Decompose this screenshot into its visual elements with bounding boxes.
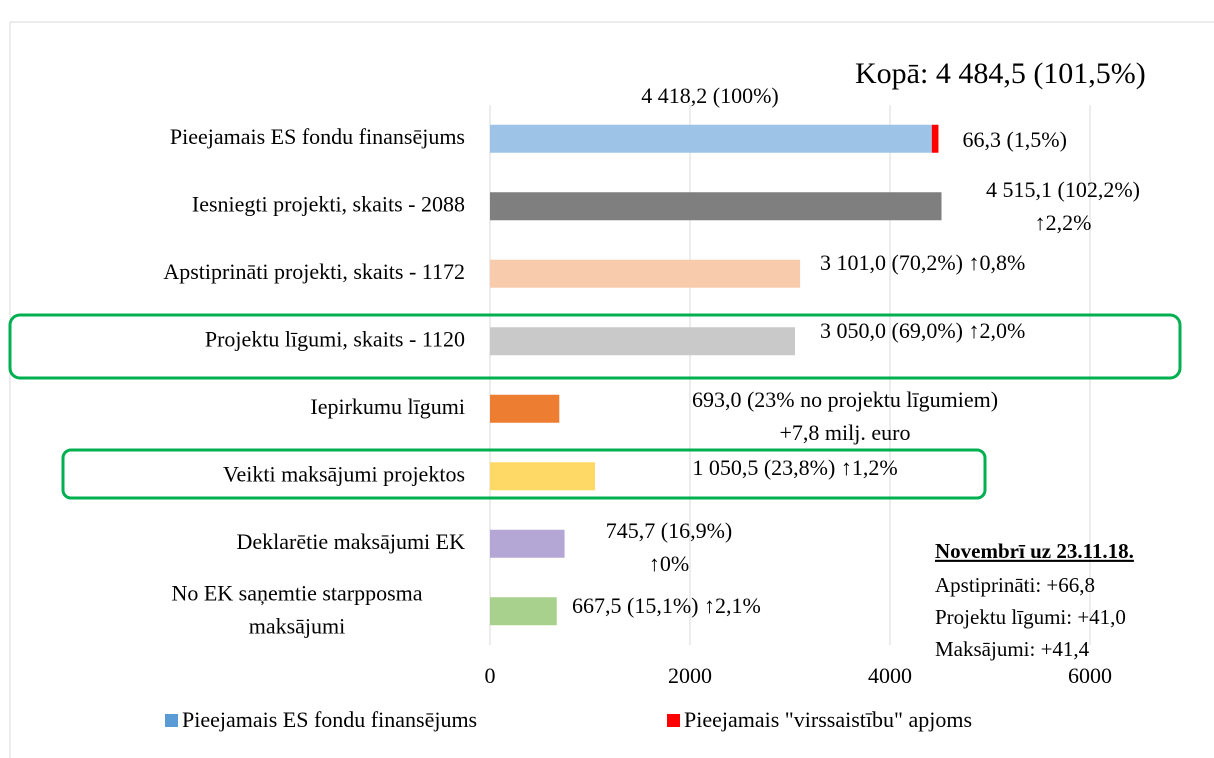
y-tick-label: Iesniegti projekti, skaits - 2088 [192,191,465,216]
y-tick-label: Apstiprināti projekti, skaits - 1172 [163,259,465,284]
y-tick-label: Iepirkumu līgumi [310,394,465,419]
legend-swatch [667,714,680,727]
note-title: Novembrī uz 23.11.18. [935,539,1134,563]
x-tick-label: 6000 [1068,663,1112,688]
bar [490,597,557,626]
bar [490,327,795,356]
note-line: Maksājumi: +41,4 [935,637,1090,661]
bar [490,259,801,288]
bar [931,124,939,153]
bar [490,529,565,558]
total-annotation: Kopā: 4 484,5 (101,5%) [855,57,1146,90]
data-label: 3 050,0 (69,0%) ↑2,0% [820,318,1025,343]
highlight-box [61,448,987,500]
bar [490,124,932,153]
data-label: 4 418,2 (100%) [641,83,778,108]
data-label: 667,5 (15,1%) ↑2,1% [572,593,761,618]
y-tick-label: Veikti maksājumi projektos [223,461,465,486]
data-label: 66,3 (1,5%) [962,127,1066,152]
x-tick-label: 2000 [668,663,712,688]
marks [490,124,942,626]
data-label: 1 050,5 (23,8%) ↑1,2% [692,455,897,480]
legend-label: Pieejamais "virssaistību" apjoms [684,707,972,732]
highlight-box [8,313,1182,380]
data-label: 693,0 (23% no projektu līgumiem) +7,8 mil… [692,387,998,445]
chart-frame [9,21,1214,758]
data-label: 745,7 (16,9%) ↑0% [606,518,732,576]
note-line: Apstiprināti: +66,8 [935,573,1095,597]
x-tick-label: 4000 [868,663,912,688]
bar [490,192,942,221]
x-tick-label: 0 [485,663,496,688]
y-tick-label: Deklarētie maksājumi EK [237,529,466,554]
y-tick-label: Projektu līgumi, skaits - 1120 [205,326,465,351]
y-tick-label: No EK saņemtie starpposma maksājumi [171,580,422,638]
note-line: Projektu līgumi: +41,0 [935,605,1126,629]
legend-label: Pieejamais ES fondu finansējums [182,707,477,732]
data-label: 3 101,0 (70,2%) ↑0,8% [820,250,1025,275]
legend-swatch [165,714,178,727]
data-label: 4 515,1 (102,2%) ↑2,2% [986,177,1140,235]
y-tick-label: Pieejamais ES fondu finansējums [170,124,465,149]
bar [490,462,596,491]
bar [490,394,560,423]
